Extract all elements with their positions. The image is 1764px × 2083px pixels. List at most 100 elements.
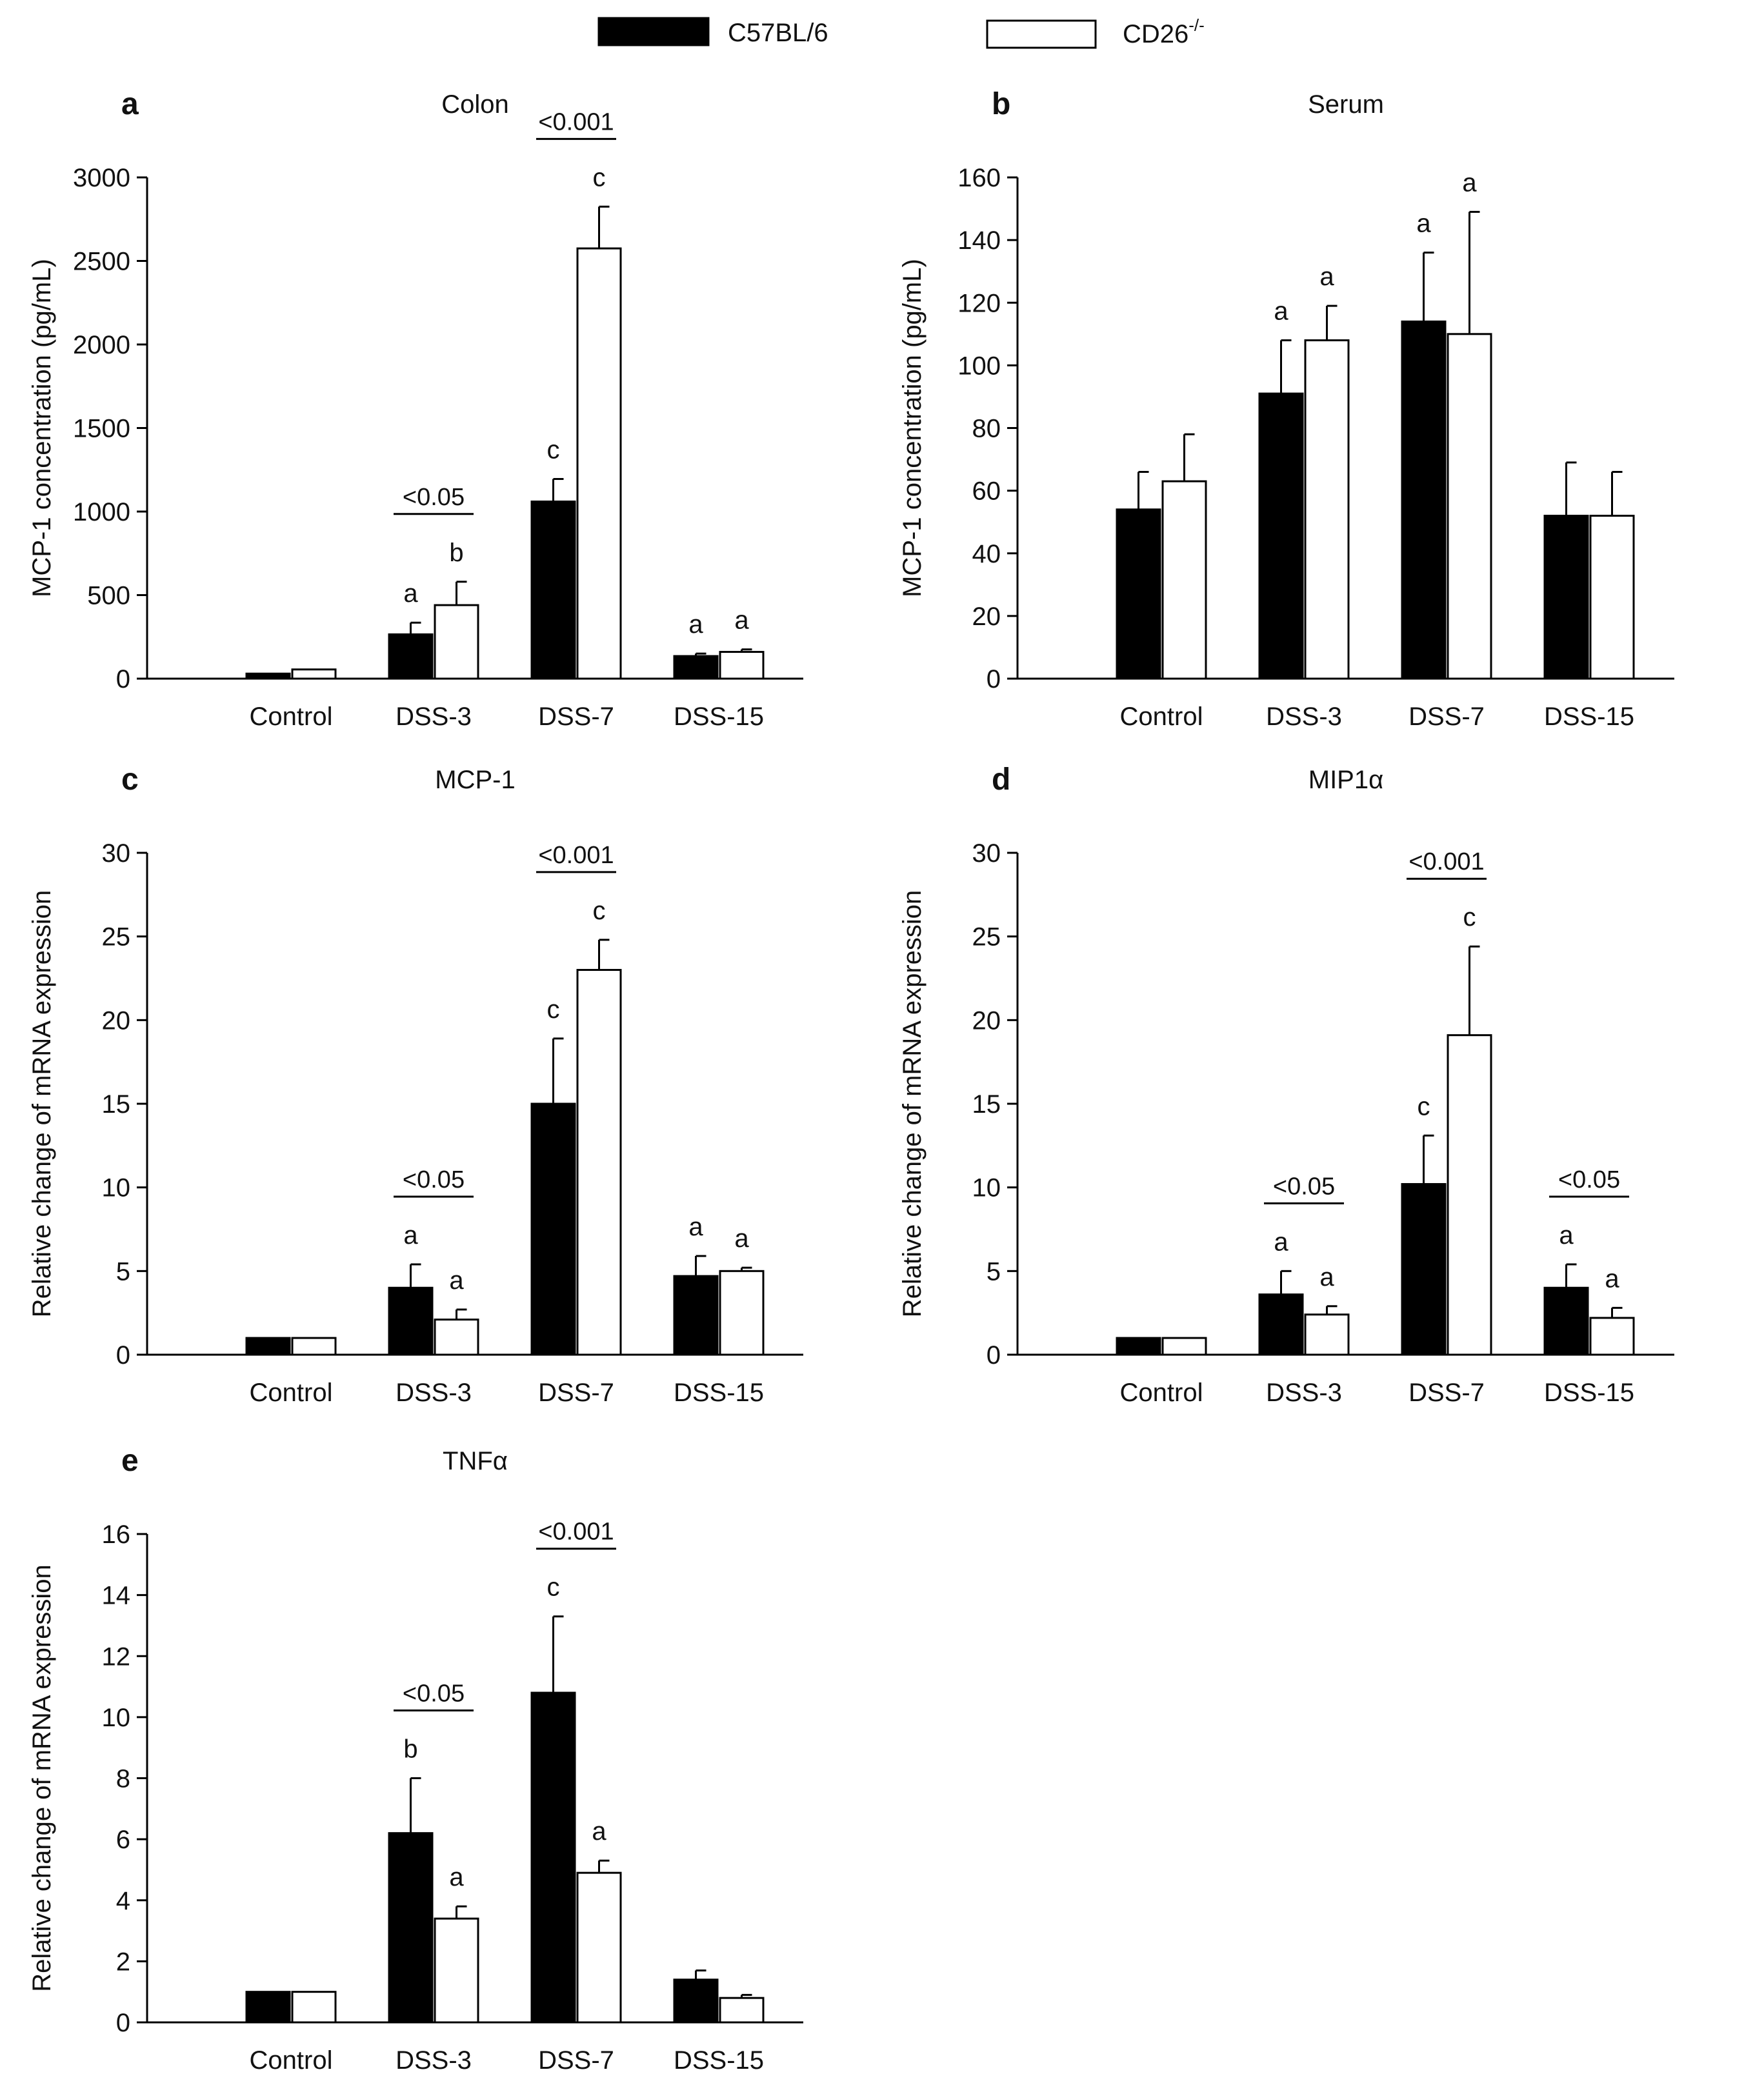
- y-tick-label: 1000: [73, 498, 130, 526]
- bar-cd26-dss-7: [1447, 1034, 1492, 1356]
- y-tick-label: 0: [987, 665, 1001, 693]
- bar-cd26-dss-7: [1447, 333, 1492, 680]
- bar-c57bl-6-dss-3: [1258, 1293, 1304, 1356]
- y-tick-label: 5: [116, 1257, 130, 1286]
- significance-letter-c57bl-6-dss-15: a: [688, 1213, 703, 1241]
- category-control: Control: [245, 1337, 337, 1407]
- significance-letter-cd26-dss-3: a: [449, 1863, 464, 1891]
- y-tick-label: 0: [116, 665, 130, 693]
- bar-cd26-dss-15: [719, 1997, 765, 2024]
- x-tick-label: DSS-7: [1408, 1379, 1485, 1407]
- bar-c57bl-6-dss-3: [388, 1286, 434, 1356]
- bar-cd26-dss-7: [576, 247, 622, 680]
- category-dss-3: DSS-3 a a <0.05: [1258, 1173, 1350, 1407]
- x-tick-label: DSS-15: [674, 2046, 764, 2075]
- comparison-label-dss-7: <0.001: [538, 108, 614, 135]
- y-tick-label: 30: [102, 839, 131, 868]
- bar-cd26-control: [1161, 1337, 1207, 1356]
- significance-letter-cd26-dss-7: c: [593, 163, 606, 192]
- category-dss-15: DSS-15 a a: [673, 1213, 765, 1407]
- category-dss-15: DSS-15 a a <0.05: [1543, 1166, 1635, 1407]
- x-tick-label: DSS-3: [396, 2046, 472, 2075]
- significance-letter-cd26-dss-7: c: [593, 897, 606, 925]
- significance-letter-c57bl-6-dss-3: a: [403, 1221, 418, 1250]
- category-dss-3: DSS-3 a a: [1258, 263, 1350, 731]
- comparison-label-dss-3: <0.05: [403, 1680, 465, 1708]
- significance-letter-c57bl-6-dss-7: c: [547, 1573, 560, 1602]
- y-tick-label: 1500: [73, 415, 130, 443]
- y-tick-label: 80: [972, 415, 1001, 443]
- y-tick-label: 2500: [73, 248, 130, 276]
- y-tick-label: 0: [987, 1341, 1001, 1370]
- significance-letter-c57bl-6-dss-3: a: [403, 579, 418, 608]
- comparison-label-dss-3: <0.05: [1273, 1173, 1335, 1200]
- bar-c57bl-6-dss-7: [1401, 320, 1447, 680]
- category-dss-7: DSS-7 c c <0.001: [1401, 848, 1492, 1407]
- y-tick-label: 40: [972, 540, 1001, 568]
- y-tick-label: 120: [957, 289, 1001, 317]
- bar-c57bl-6-control: [245, 672, 291, 680]
- x-tick-label: DSS-3: [1266, 1379, 1342, 1407]
- significance-letter-c57bl-6-dss-7: a: [1416, 210, 1431, 238]
- comparison-label-dss-7: <0.001: [538, 1519, 614, 1546]
- y-tick-label: 2: [116, 1948, 130, 1976]
- panel-title-e: TNFα: [443, 1447, 508, 1475]
- bar-c57bl-6-control: [1116, 1337, 1161, 1356]
- category-dss-7: DSS-7 c c <0.001: [530, 108, 622, 731]
- category-dss-3: DSS-3 b a <0.05: [388, 1680, 479, 2075]
- y-axis-label: Relative change of mRNA expression: [898, 890, 927, 1318]
- panel-c: c MCP-1 0 5 10 15 20 25 30 Relative change of mRN…: [28, 762, 803, 1407]
- bar-c57bl-6-dss-15: [1543, 514, 1589, 680]
- significance-letter-cd26-dss-15: a: [1605, 1264, 1619, 1293]
- y-tick-label: 500: [87, 582, 130, 610]
- panel-b: b Serum 0 20 40 60 80 100 120 140 160 MCP-1 concent…: [898, 87, 1674, 731]
- x-tick-label: Control: [250, 2046, 333, 2075]
- y-tick-label: 15: [102, 1090, 131, 1119]
- significance-letter-cd26-dss-15: a: [734, 1224, 749, 1253]
- bar-c57bl-6-control: [1116, 508, 1161, 680]
- significance-letter-c57bl-6-dss-7: c: [547, 995, 560, 1024]
- y-tick-label: 3000: [73, 164, 130, 192]
- bar-cd26-dss-7: [576, 1871, 622, 2024]
- panel-title-d: MIP1α: [1308, 766, 1383, 794]
- bar-c57bl-6-dss-15: [673, 655, 719, 680]
- category-dss-3: DSS-3 a b <0.05: [388, 484, 479, 731]
- y-tick-label: 4: [116, 1887, 130, 1915]
- x-tick-label: Control: [1120, 703, 1203, 731]
- y-tick-label: 25: [972, 923, 1001, 952]
- category-control: Control: [1116, 1337, 1207, 1407]
- bar-cd26-dss-3: [1304, 339, 1350, 680]
- category-dss-7: DSS-7 c a <0.001: [530, 1519, 622, 2075]
- bar-c57bl-6-dss-7: [530, 1691, 576, 2024]
- category-control: Control: [1116, 433, 1207, 731]
- y-tick-label: 25: [102, 923, 131, 952]
- panel-title-b: Serum: [1308, 90, 1384, 119]
- y-tick-label: 5: [987, 1257, 1001, 1286]
- panel-letter-d: d: [992, 762, 1010, 797]
- x-tick-label: DSS-3: [1266, 703, 1342, 731]
- panel-title-a: Colon: [441, 90, 509, 119]
- significance-letter-c57bl-6-dss-15: a: [1559, 1221, 1574, 1250]
- significance-letter-c57bl-6-dss-7: c: [547, 435, 560, 464]
- x-tick-label: DSS-15: [674, 703, 764, 731]
- y-tick-label: 0: [116, 2009, 130, 2037]
- significance-letter-cd26-dss-3: b: [449, 539, 463, 567]
- bar-c57bl-6-control: [245, 1991, 291, 2024]
- y-tick-label: 8: [116, 1765, 130, 1793]
- significance-letter-cd26-dss-7: a: [592, 1817, 606, 1846]
- x-tick-label: DSS-7: [538, 703, 614, 731]
- significance-letter-c57bl-6-dss-3: a: [1274, 297, 1288, 326]
- x-tick-label: Control: [250, 703, 333, 731]
- significance-letter-c57bl-6-dss-3: a: [1274, 1228, 1288, 1256]
- panel-letter-b: b: [992, 87, 1010, 121]
- y-tick-label: 15: [972, 1090, 1001, 1119]
- y-tick-label: 2000: [73, 331, 130, 359]
- comparison-label-dss-7: <0.001: [538, 842, 614, 869]
- y-tick-label: 60: [972, 477, 1001, 506]
- bar-c57bl-6-dss-3: [388, 633, 434, 680]
- y-tick-label: 10: [972, 1174, 1001, 1202]
- x-tick-label: DSS-15: [1544, 1379, 1634, 1407]
- panel-d: d MIP1α 0 5 10 15 20 25 30 Relative change of mRN…: [898, 762, 1674, 1407]
